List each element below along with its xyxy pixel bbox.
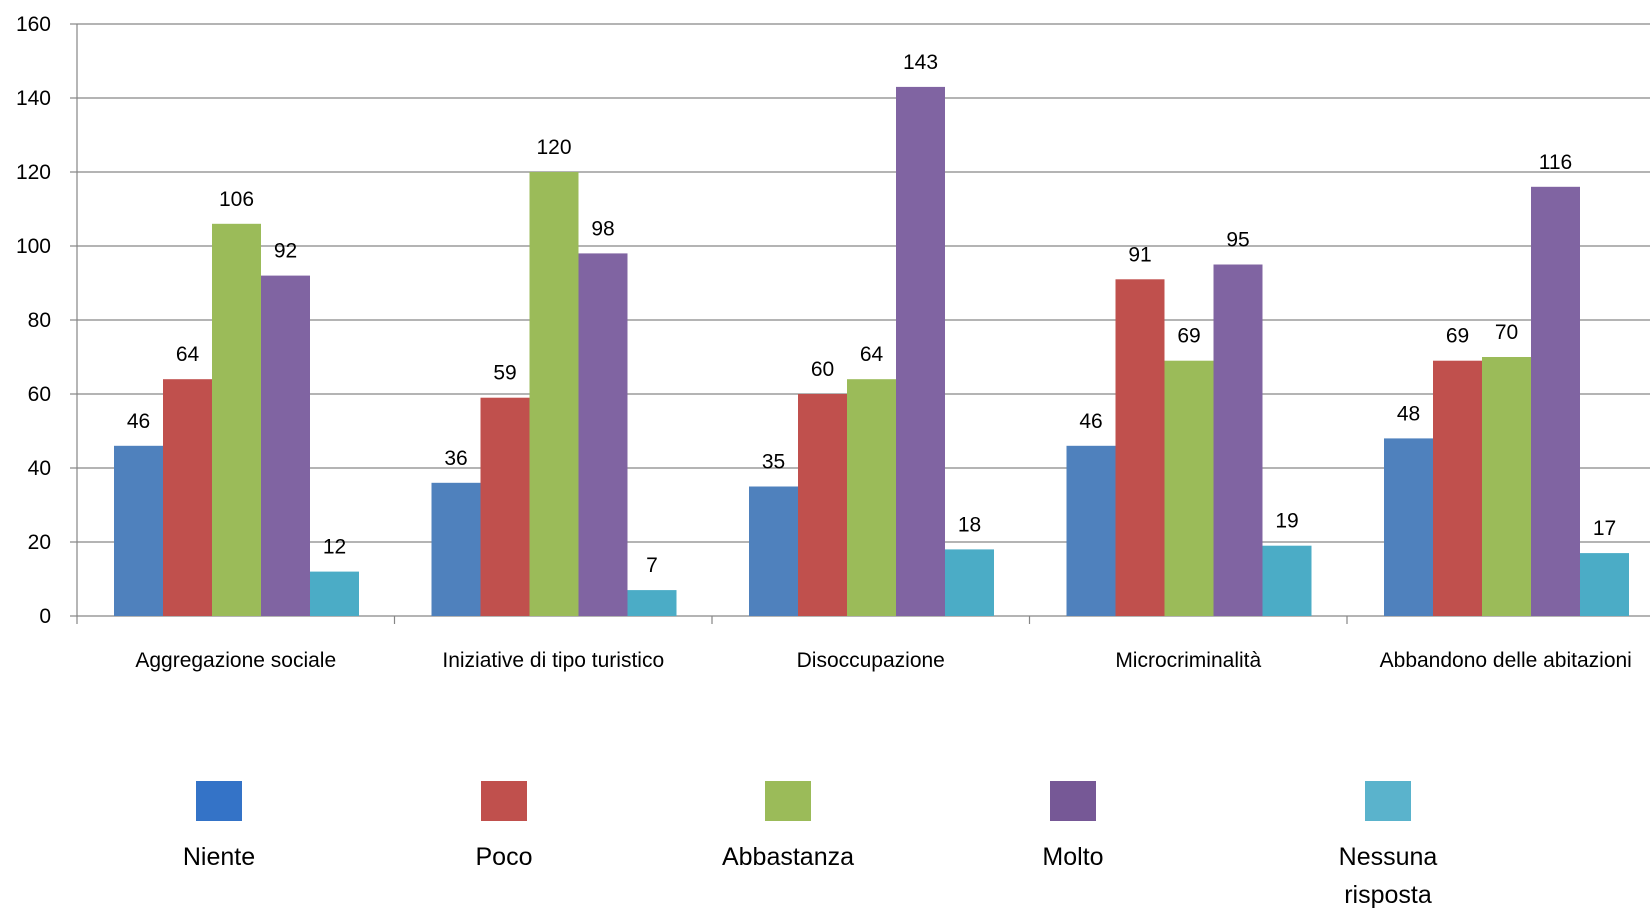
data-label: 91 (1128, 243, 1151, 266)
data-label: 18 (958, 513, 981, 536)
bar-niente (749, 486, 798, 616)
data-label: 70 (1495, 321, 1518, 344)
data-label: 116 (1539, 151, 1572, 174)
bar-abbastanza (212, 223, 261, 617)
bar-abbastanza (1482, 357, 1531, 616)
data-labels: 46 64 106 92 12 36 59 120 98 7 35 60 64 143 18 46 91 69 95… (127, 51, 1616, 577)
x-category-label: Iniziative di tipo turistico (442, 649, 664, 672)
legend-swatch (1365, 781, 1411, 821)
axes: 0 20 40 60 80 100 120 140 160 Aggregazione social… (16, 13, 1650, 672)
bar-abbastanza (847, 379, 896, 616)
bar-niente (1384, 438, 1433, 616)
y-tick-label: 140 (16, 87, 51, 110)
data-label: 92 (274, 240, 297, 263)
data-label: 35 (762, 451, 785, 474)
bar-niente (1066, 445, 1116, 616)
bar-nessuna-risposta (945, 549, 994, 616)
bar-nessuna-risposta (1262, 545, 1312, 616)
data-label: 19 (1275, 510, 1298, 533)
data-label: 69 (1177, 325, 1200, 348)
data-label: 59 (493, 362, 516, 385)
y-tick-label: 40 (28, 457, 51, 480)
bar-abbastanza (1164, 360, 1214, 616)
x-category-label: Microcriminalità (1115, 649, 1261, 672)
x-category-label: Aggregazione sociale (135, 649, 336, 672)
bar-nessuna-risposta (627, 590, 677, 616)
data-label: 12 (323, 536, 346, 559)
data-label: 120 (536, 136, 571, 159)
bar-molto (261, 275, 310, 616)
bar-niente (431, 482, 481, 616)
legend-label: Niente (183, 843, 255, 871)
data-label: 64 (176, 343, 200, 366)
data-label: 60 (811, 358, 834, 381)
data-label: 98 (591, 217, 614, 240)
bars (114, 86, 1629, 617)
y-tick-label: 20 (28, 531, 51, 554)
legend-label: Nessuna risposta (1339, 843, 1438, 909)
y-tick-label: 160 (16, 13, 51, 36)
legend-swatch (481, 781, 527, 821)
x-category-label: Abbandono delle abitazioni (1380, 649, 1632, 672)
legend-swatch (1050, 781, 1096, 821)
bar-molto (1531, 186, 1580, 617)
y-tick-label: 60 (28, 383, 51, 406)
data-label: 17 (1593, 517, 1616, 540)
bar-nessuna-risposta (310, 571, 359, 616)
data-label: 7 (646, 554, 658, 577)
bar-poco (798, 394, 847, 616)
bar-niente (114, 445, 163, 616)
bar-poco (480, 397, 530, 616)
data-label: 106 (219, 188, 254, 211)
bar-molto (1213, 264, 1263, 616)
data-label: 95 (1226, 229, 1249, 252)
data-label: 143 (903, 51, 938, 74)
data-label: 48 (1397, 402, 1420, 425)
legend-label: Poco (476, 843, 533, 871)
y-tick-label: 120 (16, 161, 51, 184)
bar-poco (163, 379, 212, 616)
bar-poco (1433, 360, 1482, 616)
bar-abbastanza (529, 172, 579, 616)
y-tick-label: 80 (28, 309, 51, 332)
bar-molto (578, 253, 628, 616)
data-label: 46 (127, 410, 150, 433)
data-label: 69 (1446, 325, 1469, 348)
legend-swatch (196, 781, 242, 821)
data-label: 46 (1079, 410, 1102, 433)
y-tick-label: 0 (39, 605, 51, 628)
legend: Niente Poco Abbastanza Molto Nessuna risposta (183, 781, 1438, 909)
data-label: 36 (444, 447, 467, 470)
bar-poco (1115, 279, 1165, 616)
x-category-label: Disoccupazione (797, 649, 945, 672)
data-label: 64 (860, 343, 884, 366)
legend-label: Abbastanza (722, 843, 854, 871)
legend-label: Molto (1042, 843, 1103, 871)
bar-nessuna-risposta (1580, 553, 1629, 616)
bar-molto (896, 86, 945, 616)
legend-swatch (765, 781, 811, 821)
y-tick-label: 100 (16, 235, 51, 258)
